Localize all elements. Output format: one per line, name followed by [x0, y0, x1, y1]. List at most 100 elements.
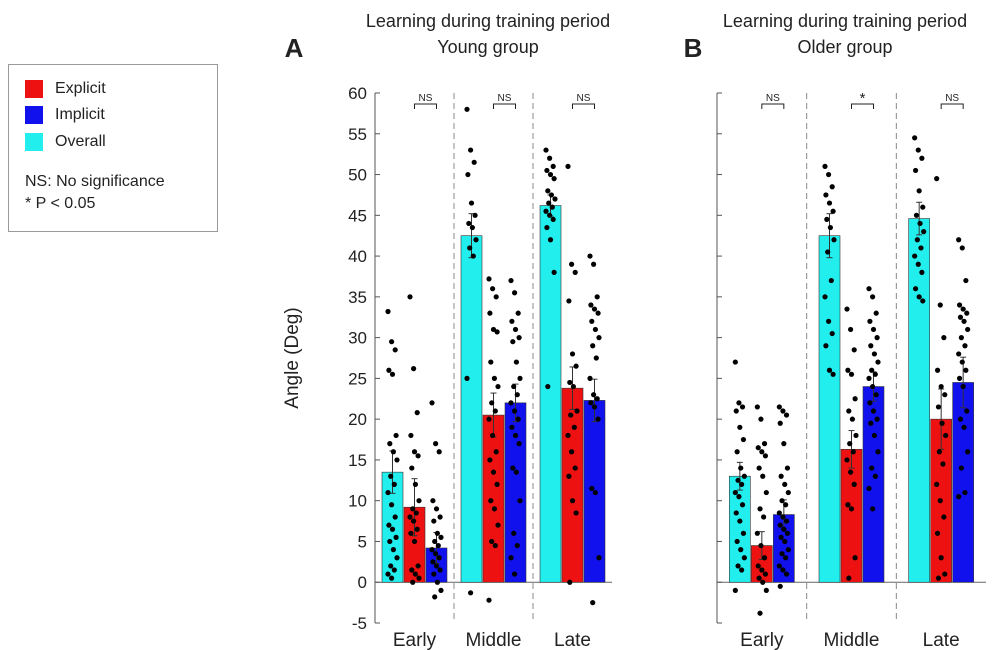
bar [561, 387, 584, 583]
data-point [784, 465, 791, 471]
significance-label: NS [419, 93, 433, 104]
data-point [464, 106, 470, 112]
data-point [780, 514, 786, 520]
data-point [386, 367, 392, 373]
data-point [491, 375, 497, 381]
data-point [416, 575, 422, 581]
x-tick-label: Late [554, 630, 591, 650]
data-point [826, 318, 832, 324]
data-point [391, 481, 397, 487]
data-point [962, 489, 968, 496]
data-point [783, 518, 790, 524]
data-point [871, 432, 878, 439]
significance-bracket [493, 103, 516, 109]
data-point [872, 473, 878, 479]
chart-subtitle: Older group [797, 37, 892, 57]
data-point [413, 510, 419, 516]
y-tick-label: 0 [358, 573, 367, 592]
significance-bracket [851, 103, 874, 109]
data-point [916, 188, 922, 194]
data-point [965, 326, 971, 333]
data-point [546, 200, 552, 206]
data-point [937, 302, 943, 308]
bar [539, 205, 562, 583]
data-point [965, 449, 971, 455]
data-point [389, 575, 395, 581]
data-point [823, 192, 829, 198]
data-point [956, 302, 963, 308]
data-point [587, 253, 593, 259]
data-point [571, 424, 577, 430]
x-tick-label: Early [740, 630, 784, 650]
data-point [407, 514, 413, 520]
legend-note-ns: NS: No significance [25, 173, 165, 190]
data-point [433, 551, 439, 557]
x-tick-label: Late [923, 630, 960, 650]
y-tick-label: 50 [348, 166, 367, 185]
data-point [489, 538, 495, 545]
data-point [917, 220, 923, 227]
data-point [516, 335, 522, 341]
data-point [958, 335, 964, 341]
data-point [737, 518, 743, 524]
data-point [394, 555, 400, 561]
y-tick-label: 25 [348, 369, 367, 388]
data-point [778, 473, 784, 479]
data-point [469, 224, 475, 231]
data-point [937, 498, 943, 504]
data-point [595, 416, 601, 422]
data-point [592, 489, 599, 496]
data-point [589, 485, 595, 492]
data-point [912, 253, 918, 259]
data-point [740, 530, 747, 536]
legend-item-implicit: Implicit [25, 105, 105, 125]
data-point [737, 424, 743, 430]
data-point [591, 392, 597, 398]
data-point [866, 375, 872, 381]
data-point [755, 563, 761, 569]
data-point [957, 416, 964, 422]
data-point [781, 526, 787, 532]
data-point [739, 481, 745, 487]
y-tick-label: 55 [348, 125, 367, 144]
data-point [431, 518, 437, 524]
data-point [590, 600, 596, 606]
data-point [870, 383, 876, 390]
significance-bracket [414, 103, 437, 109]
data-point [777, 522, 783, 528]
data-point [488, 498, 494, 504]
data-point [509, 318, 515, 324]
data-point [566, 298, 572, 304]
bar [862, 386, 885, 583]
data-point [394, 457, 400, 463]
significance-bracket [761, 103, 785, 109]
data-point [941, 514, 947, 520]
data-point [468, 590, 474, 596]
data-point [830, 208, 836, 214]
data-point [552, 196, 558, 202]
data-point [939, 420, 945, 426]
chart-title: Learning during training period [723, 11, 967, 31]
data-point [846, 408, 852, 414]
data-point [408, 530, 414, 536]
data-point [732, 489, 738, 496]
data-point [510, 339, 516, 345]
data-point [957, 314, 964, 320]
data-point [416, 498, 422, 504]
data-point [964, 408, 970, 414]
data-point [565, 432, 571, 439]
panel-a: Learning during training period Young gro… [282, 11, 612, 650]
data-point [567, 579, 573, 585]
data-point [866, 286, 872, 292]
data-point [487, 310, 493, 316]
data-point [591, 306, 598, 312]
data-point [845, 502, 851, 508]
data-point [491, 506, 497, 512]
data-point [915, 147, 921, 153]
data-point [511, 571, 518, 577]
data-point [849, 416, 856, 422]
data-point [544, 224, 550, 231]
data-point [829, 330, 835, 337]
data-point [494, 329, 500, 335]
data-point [545, 188, 551, 194]
